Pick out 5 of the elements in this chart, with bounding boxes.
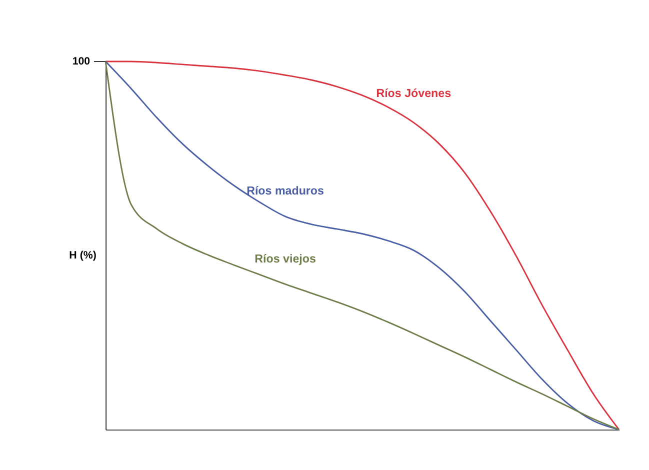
text: 100 — [72, 55, 90, 68]
series-label: Ríos viejos — [254, 252, 316, 266]
series-label: Ríos maduros — [246, 184, 324, 198]
series-label: Ríos Jóvenes — [376, 87, 452, 100]
y-axis-title: H (%) — [69, 250, 97, 262]
